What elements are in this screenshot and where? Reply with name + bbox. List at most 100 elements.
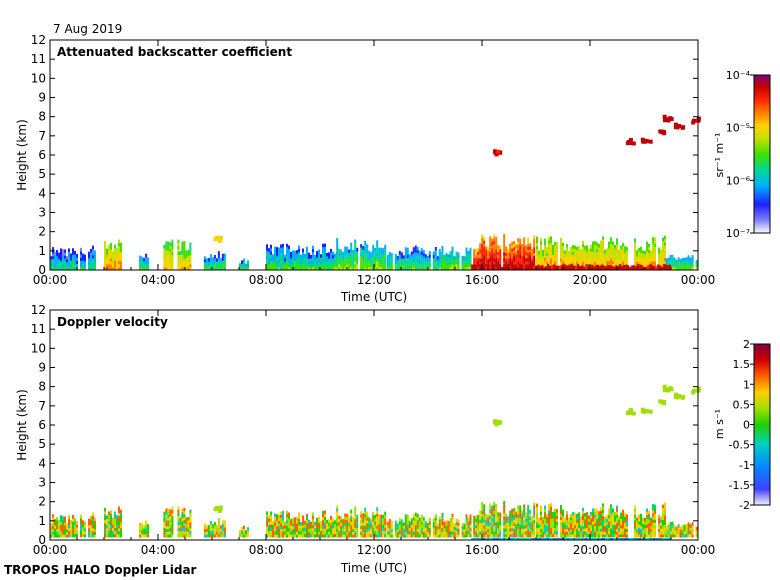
backscatter-cell xyxy=(564,250,566,254)
backscatter-cell xyxy=(517,261,520,265)
doppler-cell xyxy=(495,527,498,532)
doppler-cell xyxy=(570,522,572,527)
backscatter-cell xyxy=(582,258,584,262)
doppler-cell xyxy=(219,534,222,538)
backscatter-cell xyxy=(414,266,417,271)
doppler-cell xyxy=(584,531,586,535)
doppler-cell xyxy=(346,525,349,529)
backscatter-cell xyxy=(376,249,379,253)
doppler-cell xyxy=(118,530,120,535)
backscatter-cell xyxy=(562,248,564,253)
backscatter-cell xyxy=(451,252,454,256)
doppler-cell xyxy=(654,531,656,535)
backscatter-cell xyxy=(493,240,496,244)
doppler-cell xyxy=(402,525,405,529)
backscatter-cell xyxy=(412,255,415,260)
doppler-cell xyxy=(215,528,218,532)
doppler-cell xyxy=(278,528,280,532)
backscatter-cell xyxy=(610,243,612,247)
backscatter-cell xyxy=(536,257,538,262)
doppler-cell xyxy=(493,519,496,523)
backscatter-cell xyxy=(578,251,580,256)
doppler-cell xyxy=(372,527,375,532)
doppler-cell xyxy=(493,516,496,520)
doppler-cell xyxy=(110,513,112,517)
doppler-cell xyxy=(90,521,92,526)
doppler-cell xyxy=(441,521,444,526)
doppler-cell xyxy=(584,516,586,520)
backscatter-cell xyxy=(334,266,336,271)
backscatter-cell xyxy=(677,266,680,271)
backscatter-cell xyxy=(181,266,184,271)
doppler-surface-cell xyxy=(623,538,626,540)
backscatter-cell xyxy=(280,247,282,251)
doppler-cell xyxy=(542,531,544,535)
backscatter-cell xyxy=(410,257,413,262)
doppler-cell xyxy=(546,525,548,529)
doppler-cell xyxy=(410,521,413,526)
backscatter-cell xyxy=(596,245,598,250)
backscatter-cell xyxy=(691,258,694,262)
backscatter-cell xyxy=(556,260,558,265)
doppler-cell xyxy=(382,527,385,532)
backscatter-cell xyxy=(664,248,666,252)
doppler-cell xyxy=(84,530,86,535)
backscatter-cell xyxy=(342,264,345,268)
doppler-cell xyxy=(616,505,618,509)
backscatter-cell xyxy=(612,254,614,258)
doppler-cell xyxy=(420,515,423,519)
doppler-cell xyxy=(580,519,582,523)
backscatter-cell xyxy=(402,258,405,262)
backscatter-cell xyxy=(356,260,359,265)
backscatter-cell xyxy=(108,250,110,255)
backscatter-cell xyxy=(88,266,90,271)
backscatter-cell xyxy=(626,258,628,262)
backscatter-cell xyxy=(378,266,381,271)
backscatter-cell xyxy=(366,267,369,271)
backscatter-cell xyxy=(660,252,662,256)
backscatter-cell xyxy=(350,260,353,265)
doppler-cell xyxy=(477,521,480,525)
doppler-cell xyxy=(580,522,582,526)
backscatter-cell xyxy=(499,251,502,256)
doppler-cell xyxy=(360,528,363,532)
backscatter-cell xyxy=(94,250,96,254)
backscatter-cell xyxy=(72,254,74,258)
backscatter-cell xyxy=(434,267,437,271)
doppler-cell xyxy=(181,511,184,516)
doppler-cell xyxy=(310,527,312,532)
doppler-cell xyxy=(145,533,148,538)
backscatter-cell xyxy=(179,254,182,258)
backscatter-cell xyxy=(650,258,652,262)
doppler-cell xyxy=(118,512,120,517)
doppler-cell xyxy=(485,516,488,520)
doppler-cell xyxy=(590,521,592,525)
doppler-cell xyxy=(634,508,636,512)
doppler-cell xyxy=(544,530,546,535)
backscatter-cell xyxy=(219,267,222,271)
backscatter-cell xyxy=(110,243,112,247)
backscatter-cell xyxy=(521,246,524,251)
backscatter-cell xyxy=(616,238,618,242)
doppler-cell xyxy=(489,503,492,507)
doppler-cell xyxy=(513,508,516,512)
backscatter-cell xyxy=(529,246,532,250)
doppler-cell xyxy=(527,534,530,538)
doppler-cell xyxy=(388,519,391,523)
backscatter-cell xyxy=(322,267,324,271)
doppler-cell xyxy=(213,531,216,535)
backscatter-cell xyxy=(604,261,606,265)
backscatter-cell xyxy=(332,266,334,271)
y-tick-label: 2 xyxy=(38,495,46,509)
doppler-cell xyxy=(52,531,54,535)
backscatter-cell xyxy=(382,251,385,255)
backscatter-cell xyxy=(485,249,488,253)
backscatter-cell xyxy=(424,263,427,268)
backscatter-cell xyxy=(352,249,355,254)
backscatter-cell xyxy=(84,263,86,268)
backscatter-cell xyxy=(66,264,68,268)
doppler-cell xyxy=(576,525,578,529)
backscatter-cell xyxy=(546,252,548,256)
backscatter-cell xyxy=(74,257,76,261)
backscatter-cell xyxy=(536,248,538,253)
